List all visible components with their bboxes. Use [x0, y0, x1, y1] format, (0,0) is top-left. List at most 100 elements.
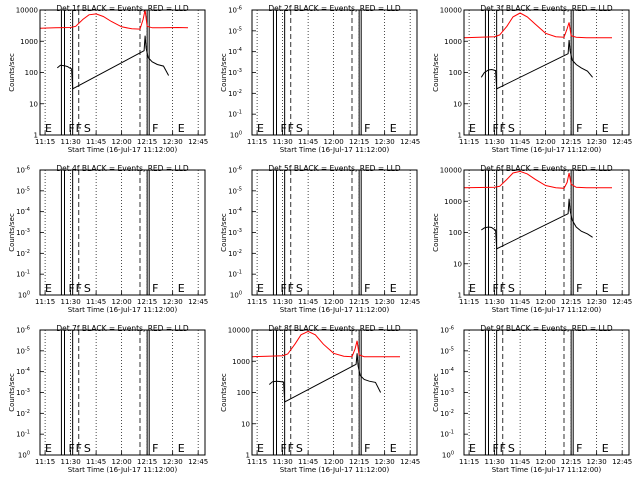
x-tick-label: 12:30	[163, 298, 183, 306]
event-marker-S: S	[508, 442, 515, 455]
event-marker-F: F	[500, 282, 506, 295]
y-tick-label: 10-4	[440, 367, 454, 376]
x-tick-label: 12:45	[188, 138, 208, 146]
y-tick-label: 10	[453, 100, 462, 108]
y-tick-exponent: 0	[239, 131, 242, 137]
x-tick-label: 12:00	[536, 138, 556, 146]
y-tick-exponent: -5	[237, 186, 242, 192]
event-marker-S: S	[296, 442, 303, 455]
y-tick-exponent: -1	[237, 110, 242, 116]
y-tick-exponent: -6	[237, 6, 242, 12]
x-tick-label: 11:15	[247, 138, 267, 146]
y-tick-label: 10-4	[228, 47, 242, 56]
series-events	[481, 198, 593, 250]
y-tick-exponent: -2	[237, 89, 242, 95]
y-tick-label: 100	[18, 451, 30, 460]
event-marker-S: S	[508, 122, 515, 135]
event-marker-F: F	[493, 442, 499, 455]
y-tick-exponent: -5	[237, 26, 242, 32]
y-tick-label: 100	[449, 69, 462, 77]
y-tick-label: 10-5	[228, 26, 242, 35]
y-axis-label: Counts/sec	[8, 213, 16, 252]
y-tick-label: 10-3	[16, 388, 30, 397]
y-tick-exponent: -5	[449, 346, 454, 352]
panel-title: Det 6f BLACK = Events, RED = LLD	[480, 164, 613, 173]
y-tick-label: 1	[246, 452, 250, 460]
series-lld	[251, 330, 400, 358]
x-tick-label: 12:15	[349, 298, 369, 306]
x-tick-label: 12:30	[587, 458, 607, 466]
y-tick-exponent: -2	[25, 249, 30, 255]
y-tick-exponent: -4	[25, 367, 30, 373]
event-marker-F: F	[288, 122, 294, 135]
x-tick-label: 12:45	[400, 138, 420, 146]
event-marker-F: F	[76, 282, 82, 295]
y-tick-label: 100	[442, 451, 454, 460]
event-marker-E: E	[257, 122, 264, 135]
y-tick-label: 10-2	[440, 409, 454, 418]
x-tick-label: 11:30	[61, 298, 81, 306]
y-axis-label: Counts/sec	[220, 213, 228, 252]
y-axis-label: Counts/sec	[432, 373, 440, 412]
event-marker-F: F	[364, 282, 370, 295]
event-marker-E: E	[257, 442, 264, 455]
event-marker-S: S	[296, 122, 303, 135]
series-lld	[463, 170, 612, 189]
y-tick-label: 10000	[16, 7, 38, 15]
y-tick-exponent: -5	[25, 186, 30, 192]
event-marker-S: S	[508, 282, 515, 295]
event-marker-E: E	[469, 282, 476, 295]
event-marker-E: E	[178, 282, 185, 295]
x-tick-label: 12:00	[112, 138, 132, 146]
series-lld	[39, 9, 189, 30]
x-tick-label: 11:30	[61, 138, 81, 146]
x-tick-label: 12:00	[324, 458, 344, 466]
event-marker-F: F	[76, 122, 82, 135]
x-tick-label: 11:45	[298, 458, 318, 466]
y-tick-label: 10-5	[16, 346, 30, 355]
y-tick-exponent: -3	[237, 228, 242, 234]
y-tick-exponent: -1	[237, 270, 242, 276]
x-axis-label: Start Time (16-Jul-17 11:12:00)	[280, 146, 390, 154]
x-tick-label: 11:15	[459, 298, 479, 306]
event-marker-F: F	[288, 442, 294, 455]
y-tick-label: 100	[449, 229, 462, 237]
event-marker-E: E	[45, 442, 52, 455]
x-tick-label: 11:30	[485, 138, 505, 146]
x-tick-label: 11:45	[510, 138, 530, 146]
x-tick-label: 11:30	[273, 458, 293, 466]
event-marker-E: E	[390, 442, 397, 455]
y-tick-label: 10-5	[228, 186, 242, 195]
x-tick-label: 12:30	[587, 298, 607, 306]
event-marker-F: F	[281, 282, 287, 295]
series-lld	[463, 12, 612, 39]
x-tick-label: 11:45	[86, 298, 106, 306]
x-axis-label: Start Time (16-Jul-17 11:12:00)	[492, 466, 602, 474]
y-tick-label: 10-1	[228, 270, 242, 279]
x-tick-label: 12:30	[375, 138, 395, 146]
event-marker-F: F	[576, 282, 582, 295]
event-marker-F: F	[152, 122, 158, 135]
y-tick-exponent: 0	[27, 291, 30, 297]
y-tick-label: 10-2	[16, 409, 30, 418]
x-axis-label: Start Time (16-Jul-17 11:12:00)	[68, 306, 178, 314]
y-tick-exponent: -1	[449, 430, 454, 436]
y-tick-label: 10-4	[16, 367, 30, 376]
y-tick-label: 100	[25, 69, 38, 77]
x-tick-label: 11:30	[273, 298, 293, 306]
y-tick-label: 10-3	[440, 388, 454, 397]
x-tick-label: 12:15	[349, 138, 369, 146]
x-tick-label: 12:30	[375, 298, 395, 306]
x-tick-label: 12:30	[375, 458, 395, 466]
y-tick-label: 10-3	[16, 228, 30, 237]
x-axis-label: Start Time (16-Jul-17 11:12:00)	[492, 146, 602, 154]
event-marker-F: F	[493, 282, 499, 295]
x-axis-label: Start Time (16-Jul-17 11:12:00)	[280, 466, 390, 474]
event-marker-S: S	[84, 442, 91, 455]
event-marker-E: E	[178, 122, 185, 135]
